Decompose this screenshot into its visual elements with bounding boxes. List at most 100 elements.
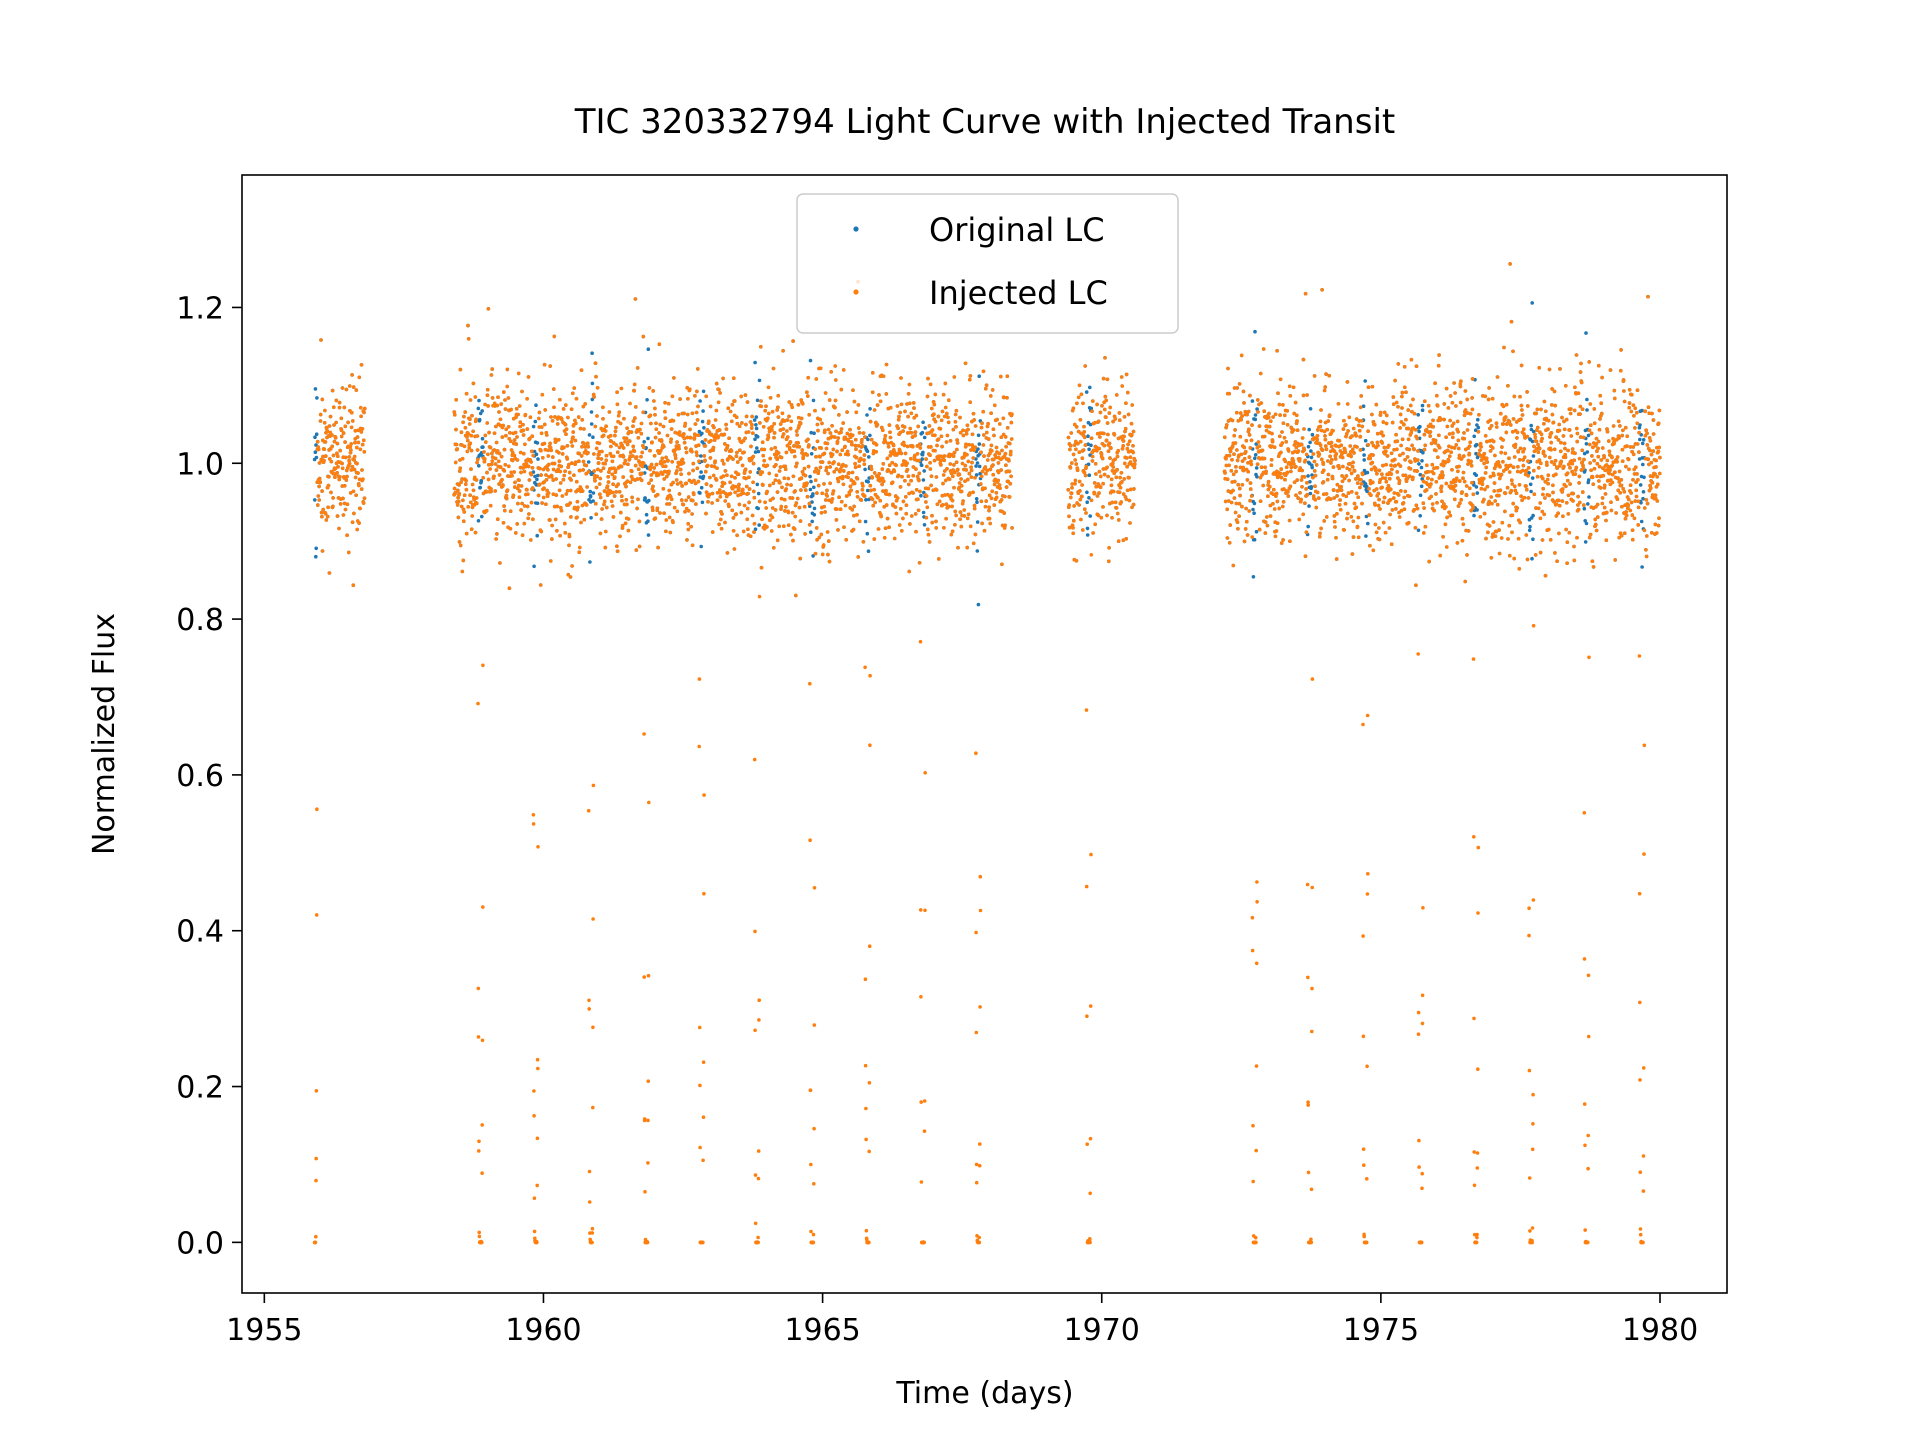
data-point — [362, 450, 367, 454]
data-point — [1087, 447, 1091, 452]
data-point — [1584, 521, 1589, 526]
data-point — [323, 511, 328, 516]
data-point — [335, 514, 340, 518]
data-point — [329, 459, 334, 464]
data-point — [809, 430, 813, 435]
data-point — [335, 441, 340, 446]
data-point — [1529, 489, 1533, 494]
data-point — [1584, 331, 1588, 335]
data-point — [351, 385, 356, 389]
data-point — [1310, 465, 1314, 470]
data-point — [354, 388, 359, 392]
data-point — [1308, 440, 1312, 445]
data-point — [1531, 513, 1535, 518]
data-point — [314, 1178, 318, 1183]
data-point — [326, 505, 330, 510]
data-point — [587, 433, 592, 437]
data-point — [1472, 434, 1476, 439]
data-point — [1087, 473, 1092, 478]
data-point — [699, 470, 703, 474]
data-point — [1476, 417, 1480, 422]
data-point — [1641, 462, 1645, 467]
data-point — [351, 489, 356, 494]
data-point — [699, 454, 703, 458]
data-point — [318, 480, 323, 485]
data-point — [1309, 485, 1314, 489]
data-point — [974, 464, 978, 468]
data-point — [808, 474, 812, 479]
data-point — [355, 445, 359, 450]
data-point — [361, 477, 365, 482]
data-point — [919, 493, 923, 498]
data-point — [454, 442, 459, 447]
data-point — [460, 569, 465, 574]
data-point — [1419, 484, 1424, 489]
data-point — [1640, 441, 1645, 446]
data-point — [345, 533, 349, 537]
data-point — [591, 499, 595, 503]
data-point — [1084, 390, 1089, 394]
data-point — [480, 409, 485, 413]
data-point — [976, 433, 981, 438]
data-point — [454, 427, 458, 432]
data-point — [460, 456, 465, 461]
data-point — [327, 475, 331, 479]
data-point — [331, 496, 335, 500]
data-point — [313, 1240, 318, 1245]
data-point — [362, 496, 367, 501]
data-point — [1364, 534, 1368, 538]
data-point — [1474, 485, 1479, 489]
data-point — [863, 467, 867, 472]
data-point — [1253, 329, 1257, 334]
data-point — [808, 358, 813, 363]
data-point — [477, 417, 482, 422]
data-point — [1416, 528, 1421, 533]
data-point — [327, 571, 332, 575]
data-point — [459, 430, 464, 435]
data-point — [360, 427, 365, 431]
data-point — [336, 465, 340, 469]
data-point — [320, 514, 324, 519]
data-point — [535, 441, 540, 445]
data-point — [753, 360, 757, 365]
data-point — [535, 533, 539, 538]
data-point — [328, 414, 333, 419]
data-point — [1086, 434, 1090, 439]
data-point — [1306, 444, 1311, 449]
data-point — [359, 430, 364, 434]
data-point — [812, 485, 816, 490]
data-point — [531, 470, 536, 474]
data-point — [867, 476, 871, 480]
data-point — [590, 381, 595, 386]
data-point — [811, 554, 815, 558]
data-point — [479, 479, 484, 484]
data-point — [358, 506, 362, 511]
data-point — [1530, 476, 1535, 480]
data-point — [322, 421, 327, 425]
data-point — [335, 471, 339, 475]
data-point — [920, 457, 924, 461]
data-point — [454, 398, 459, 402]
data-point — [351, 419, 355, 423]
data-point — [647, 498, 651, 503]
data-point — [812, 506, 817, 511]
data-point — [1250, 399, 1255, 403]
data-point — [323, 408, 327, 413]
data-point — [756, 506, 760, 511]
data-point — [330, 444, 335, 449]
data-point — [480, 514, 484, 519]
data-point — [344, 478, 349, 482]
data-point — [1251, 575, 1256, 579]
data-point — [350, 410, 354, 415]
data-point — [317, 476, 322, 481]
data-point — [338, 475, 342, 479]
data-point — [314, 455, 319, 460]
data-point — [318, 412, 323, 417]
data-point — [1639, 519, 1644, 524]
data-point — [1417, 429, 1421, 434]
data-point — [533, 419, 538, 424]
data-point — [357, 521, 361, 525]
data-point — [313, 498, 317, 502]
data-point — [919, 463, 924, 468]
data-point — [317, 484, 321, 489]
